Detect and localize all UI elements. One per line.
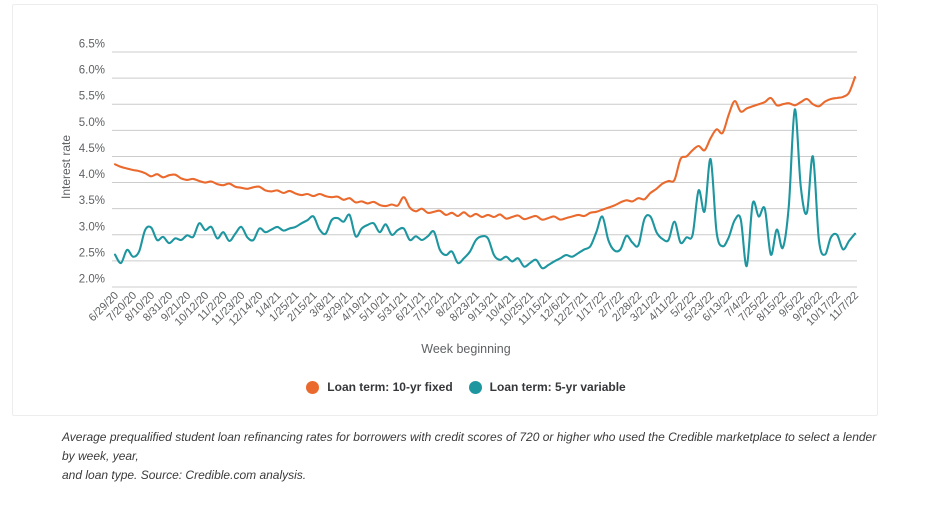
y-axis-tick-label: 3.5% [79,195,105,207]
y-axis-tick-label: 4.0% [79,169,105,181]
caption-line-1: Average prequalified student loan refina… [62,430,877,464]
y-axis-tick-label: 5.5% [79,91,105,103]
legend-label-5yr-variable: Loan term: 5-yr variable [489,380,626,394]
legend-dot-5yr-variable-icon [468,380,482,394]
y-axis-tick-label: 2.5% [79,247,105,259]
y-axis-tick-label: 6.0% [79,65,105,77]
y-axis-tick-label: 5.0% [79,117,105,129]
y-axis-tick-label: 4.5% [79,143,105,155]
chart-card [12,4,878,416]
caption-line-2: and loan type. Source: Credible.com anal… [62,468,307,483]
legend-item-10yr-fixed: Loan term: 10-yr fixed [306,380,453,394]
y-axis-tick-label: 6.5% [79,39,105,51]
y-axis-tick-label: 2.0% [79,274,105,286]
chart-legend: Loan term: 10-yr fixed Loan term: 5-yr v… [0,380,932,394]
chart-caption: Average prequalified student loan refina… [62,428,892,486]
legend-dot-10yr-fixed-icon [306,380,320,394]
legend-item-5yr-variable: Loan term: 5-yr variable [468,380,626,394]
series-line-10yr-fixed [113,76,857,221]
series-line-5yr-variable [113,108,857,270]
x-axis-title: Week beginning [421,342,511,356]
legend-label-10yr-fixed: Loan term: 10-yr fixed [327,380,453,394]
y-axis-title: Interest rate [59,134,73,200]
y-axis-tick-label: 3.0% [79,221,105,233]
